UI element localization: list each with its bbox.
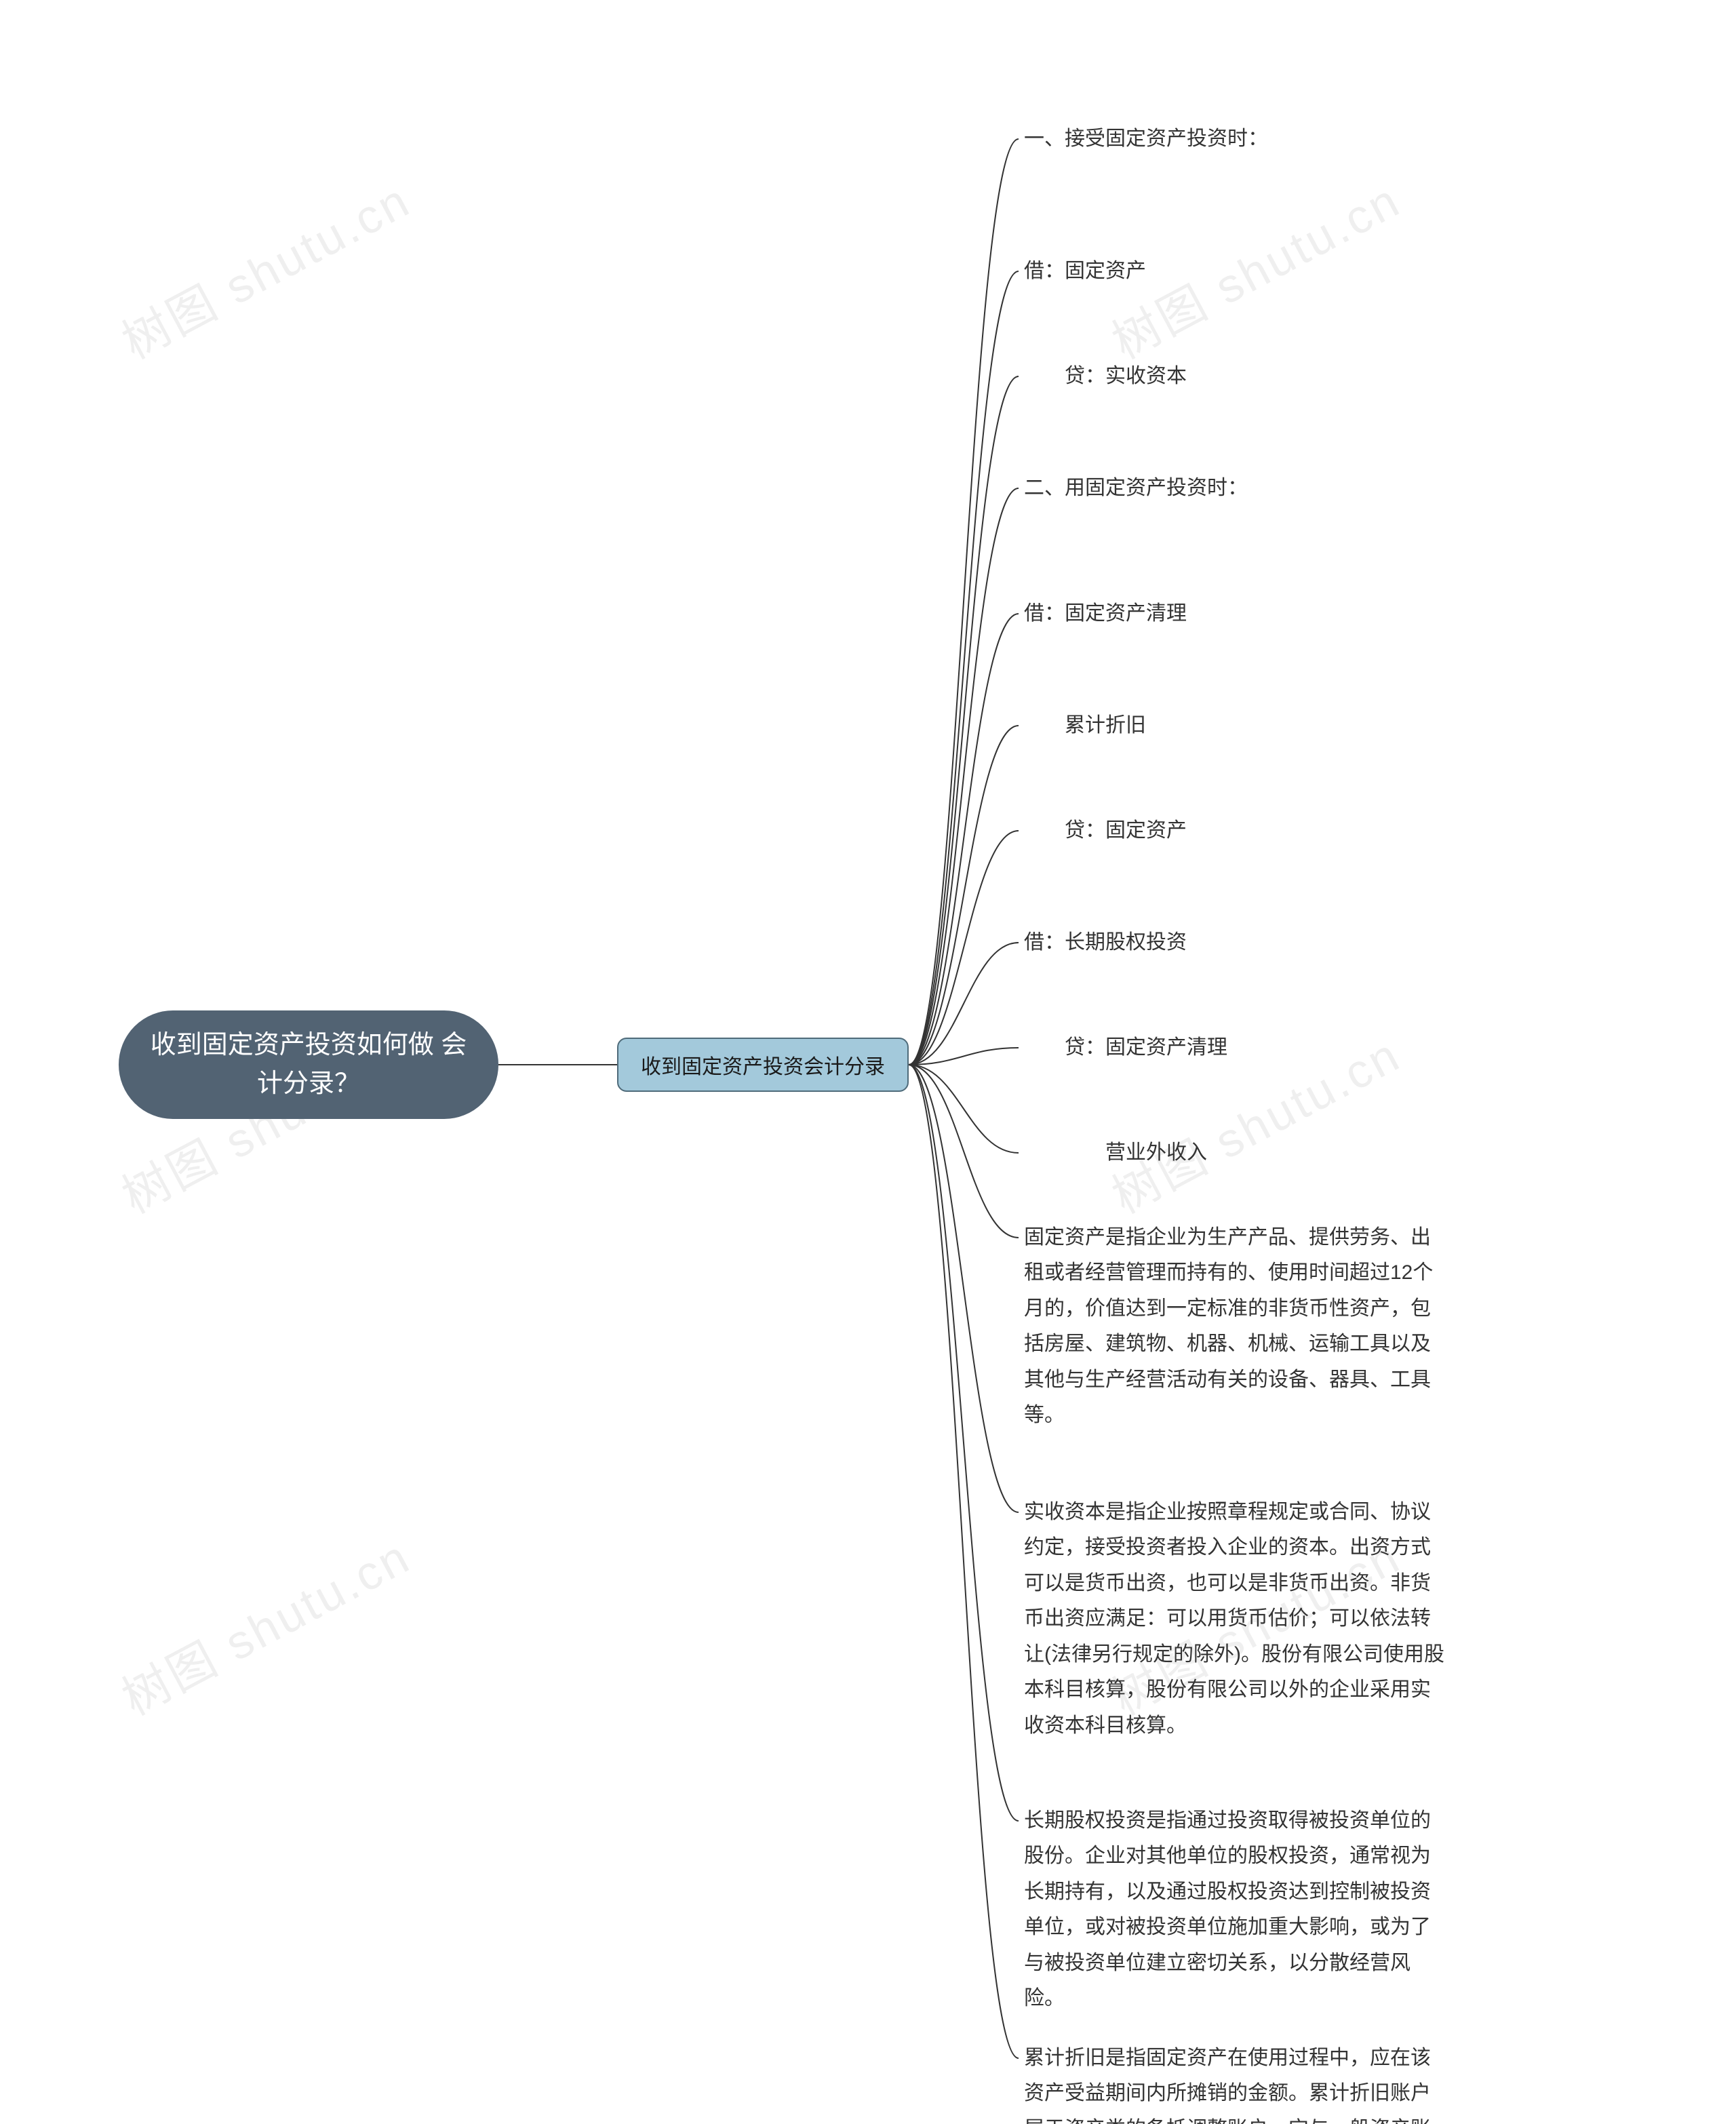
sub-label: 收到固定资产投资会计分录 xyxy=(641,1050,885,1080)
leaf-node[interactable]: 固定资产是指企业为生产产品、提供劳务、出租或者经营管理而持有的、使用时间超过12… xyxy=(1024,1220,1444,1434)
leaf-node[interactable]: 借：固定资产清理 xyxy=(1024,596,1431,632)
leaf-node[interactable]: 贷：实收资本 xyxy=(1024,359,1431,395)
leaf-node[interactable]: 营业外收入 xyxy=(1024,1135,1431,1171)
sub-node[interactable]: 收到固定资产投资会计分录 xyxy=(617,1038,909,1092)
leaf-label: 营业外收入 xyxy=(1024,1141,1207,1164)
connector xyxy=(909,614,1019,1065)
leaf-node[interactable]: 贷：固定资产清理 xyxy=(1024,1030,1431,1066)
connector xyxy=(909,271,1019,1065)
leaf-label: 贷：固定资产清理 xyxy=(1024,1036,1227,1059)
leaf-label: 借：固定资产 xyxy=(1024,260,1146,282)
connector xyxy=(909,1065,1019,2058)
mindmap-stage: 树图 shutu.cn树图 shutu.cn树图 shutu.cn树图 shut… xyxy=(0,0,1736,2124)
connector xyxy=(909,1065,1019,1821)
leaf-label: 累计折旧 xyxy=(1024,714,1146,736)
connector xyxy=(909,376,1019,1065)
leaf-node[interactable]: 长期股权投资是指通过投资取得被投资单位的股份。企业对其他单位的股权投资，通常视为… xyxy=(1024,1803,1444,2017)
leaf-label: 固定资产是指企业为生产产品、提供劳务、出租或者经营管理而持有的、使用时间超过12… xyxy=(1024,1226,1433,1427)
leaf-node[interactable]: 借：固定资产 xyxy=(1024,254,1431,290)
leaf-label: 一、接受固定资产投资时： xyxy=(1024,127,1268,150)
watermark: 树图 shutu.cn xyxy=(108,1519,421,1729)
leaf-node[interactable]: 累计折旧 xyxy=(1024,708,1431,744)
leaf-node[interactable]: 二、用固定资产投资时： xyxy=(1024,471,1431,507)
leaf-label: 借：固定资产清理 xyxy=(1024,602,1187,625)
leaf-label: 贷：实收资本 xyxy=(1024,365,1187,387)
connector xyxy=(909,1065,1019,1153)
leaf-label: 累计折旧是指固定资产在使用过程中，应在该资产受益期间内所摊销的金额。累计折旧账户… xyxy=(1024,2047,1431,2124)
connector xyxy=(909,488,1019,1065)
leaf-label: 借：长期股权投资 xyxy=(1024,931,1187,953)
watermark: 树图 shutu.cn xyxy=(108,163,421,372)
connector xyxy=(909,1065,1019,1512)
connector xyxy=(909,726,1019,1065)
connector xyxy=(909,1065,1019,1238)
leaf-label: 贷：固定资产 xyxy=(1024,819,1187,842)
leaf-label: 长期股权投资是指通过投资取得被投资单位的股份。企业对其他单位的股权投资，通常视为… xyxy=(1024,1809,1431,2010)
leaf-node[interactable]: 实收资本是指企业按照章程规定或合同、协议约定，接受投资者投入企业的资本。出资方式… xyxy=(1024,1495,1444,1744)
root-node[interactable]: 收到固定资产投资如何做 会计分录？ xyxy=(119,1010,498,1119)
leaf-node[interactable]: 贷：固定资产 xyxy=(1024,813,1431,849)
root-label: 收到固定资产投资如何做 会计分录？ xyxy=(140,1026,477,1103)
connector xyxy=(909,139,1019,1065)
leaf-label: 实收资本是指企业按照章程规定或合同、协议约定，接受投资者投入企业的资本。出资方式… xyxy=(1024,1501,1444,1737)
leaf-node[interactable]: 一、接受固定资产投资时： xyxy=(1024,121,1431,157)
leaf-node[interactable]: 借：长期股权投资 xyxy=(1024,925,1431,961)
connector xyxy=(909,1048,1019,1065)
leaf-label: 二、用固定资产投资时： xyxy=(1024,477,1248,499)
connector xyxy=(909,943,1019,1065)
connector xyxy=(909,831,1019,1065)
leaf-node[interactable]: 累计折旧是指固定资产在使用过程中，应在该资产受益期间内所摊销的金额。累计折旧账户… xyxy=(1024,2041,1444,2124)
